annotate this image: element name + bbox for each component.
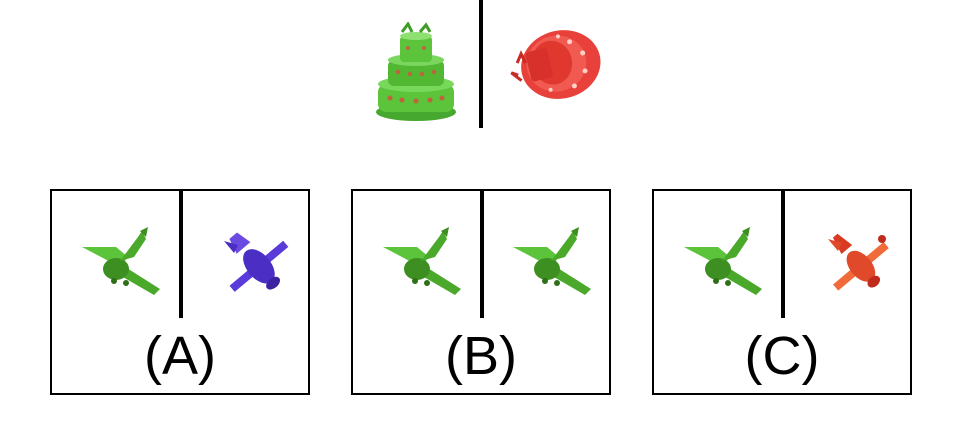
green-airplane-icon: [678, 217, 768, 307]
option-b-divider: [480, 191, 484, 318]
green-airplane-icon: [377, 217, 467, 307]
purple-airplane-icon: [212, 219, 302, 309]
option-b[interactable]: (B): [351, 189, 611, 395]
red-airplane-icon: [814, 219, 904, 309]
option-c[interactable]: (C): [652, 189, 912, 395]
option-a[interactable]: (A): [50, 189, 310, 395]
option-c-label: (C): [744, 326, 820, 386]
option-c-divider: [781, 191, 785, 318]
green-airplane-icon: [76, 217, 166, 307]
green-cake-icon: [372, 21, 460, 122]
option-b-label: (B): [445, 326, 517, 386]
green-airplane-icon: [507, 217, 597, 307]
option-a-label: (A): [144, 326, 216, 386]
red-cake-icon: [505, 26, 605, 106]
option-a-divider: [179, 191, 183, 318]
example-divider: [479, 0, 483, 128]
